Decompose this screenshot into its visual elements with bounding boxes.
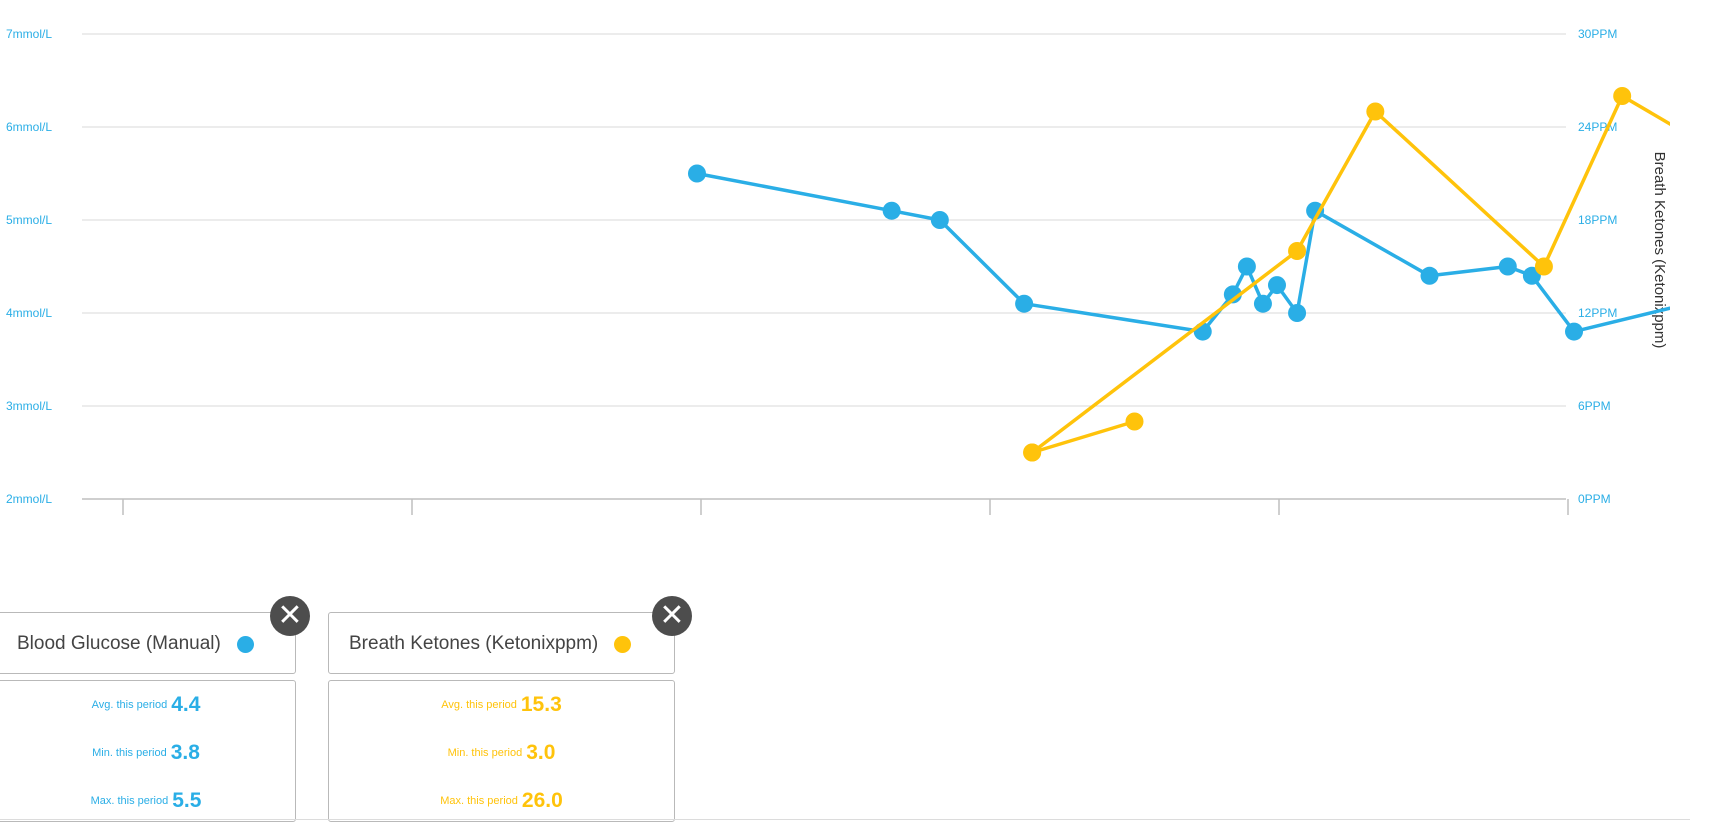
data-point[interactable] xyxy=(1534,257,1553,276)
data-point[interactable] xyxy=(1193,322,1212,341)
divider xyxy=(0,819,1690,820)
stat-max: Max. this period 5.5 xyxy=(90,789,202,812)
series-line xyxy=(1030,94,1670,455)
data-point[interactable] xyxy=(1498,257,1517,276)
data-point[interactable] xyxy=(1565,322,1584,341)
data-point[interactable] xyxy=(1023,443,1042,462)
legend-label: Breath Ketones (Ketonixppm) xyxy=(349,633,599,654)
y-tick-label-right: 30PPM xyxy=(1578,27,1617,41)
y-tick-label-right: 6PPM xyxy=(1578,399,1611,413)
y-tick-label-left: 3mmol/L xyxy=(6,399,52,413)
data-point[interactable] xyxy=(687,164,706,183)
stats-panel-blood-glucose: Avg. this period 4.4 Min. this period 3.… xyxy=(0,680,296,822)
chart: 2mmol/L 3mmol/L 4mmol/L 5mmol/L 6mmol/L 7mmol… xyxy=(6,27,1670,515)
data-point[interactable] xyxy=(1306,201,1325,220)
y-tick-label-left: 6mmol/L xyxy=(6,120,52,134)
data-point[interactable] xyxy=(1267,276,1286,295)
y-tick-label-right: 18PPM xyxy=(1578,213,1617,227)
legend-color-dot xyxy=(614,635,632,653)
data-point[interactable] xyxy=(1237,257,1256,276)
series-blood-glucose xyxy=(687,164,1670,341)
y-tick-label-left: 2mmol/L xyxy=(6,492,52,506)
y-tick-label-left: 5mmol/L xyxy=(6,213,52,227)
y-tick-label-left: 4mmol/L xyxy=(6,306,52,320)
close-icon[interactable]: ✕ xyxy=(270,596,310,636)
data-point[interactable] xyxy=(1288,242,1307,260)
data-point[interactable] xyxy=(1125,412,1144,431)
data-point[interactable] xyxy=(1288,304,1307,322)
data-point[interactable] xyxy=(882,201,901,220)
y-tick-label-right: 12PPM xyxy=(1578,306,1617,320)
stat-min: Min. this period 3.0 xyxy=(447,741,556,764)
legend-item-breath-ketones[interactable]: Breath Ketones (Ketonixppm) xyxy=(328,612,675,674)
data-point[interactable] xyxy=(1613,87,1632,105)
legend-color-dot xyxy=(236,635,254,653)
data-point[interactable] xyxy=(1223,285,1242,304)
stat-max: Max. this period 26.0 xyxy=(440,789,563,812)
stats-panel-breath-ketones: Avg. this period 15.3 Min. this period 3… xyxy=(328,680,675,822)
data-point[interactable] xyxy=(1253,294,1272,313)
close-icon[interactable]: ✕ xyxy=(652,596,692,636)
series-line xyxy=(696,171,1670,334)
data-point[interactable] xyxy=(1420,266,1439,285)
data-point[interactable] xyxy=(930,211,949,229)
y-tick-label-left: 7mmol/L xyxy=(6,27,52,41)
stat-min: Min. this period 3.8 xyxy=(92,741,200,764)
legend-label: Blood Glucose (Manual) xyxy=(17,633,221,654)
y-tick-label-right: 0PPM xyxy=(1578,492,1611,506)
legend-item-blood-glucose[interactable]: Blood Glucose (Manual) xyxy=(0,612,296,674)
series-breath-ketones xyxy=(1023,87,1670,462)
data-point[interactable] xyxy=(1015,294,1034,313)
stat-avg: Avg. this period 15.3 xyxy=(441,693,562,716)
data-point[interactable] xyxy=(1366,102,1385,121)
y-axis-label-right: Breath Ketones (Ketonixppm) xyxy=(1651,152,1668,349)
stat-avg: Avg. this period 4.4 xyxy=(91,693,201,716)
